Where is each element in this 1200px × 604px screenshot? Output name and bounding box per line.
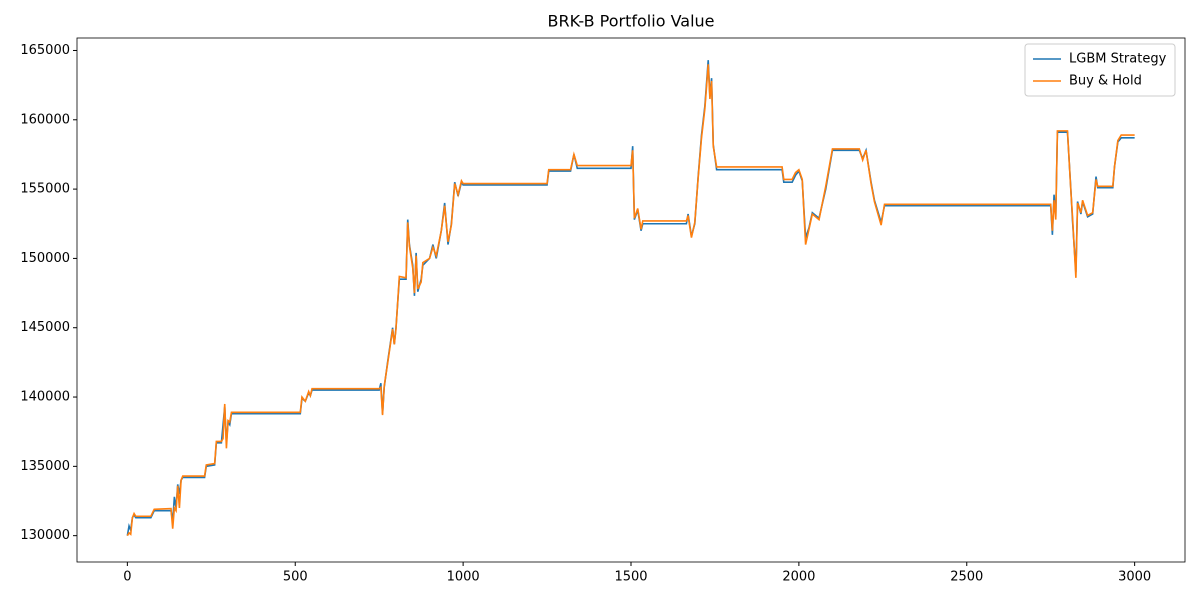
y-tick-label: 155000 [20, 182, 70, 197]
x-tick-label: 1500 [614, 570, 647, 585]
chart-title: BRK-B Portfolio Value [547, 12, 714, 31]
x-tick-label: 500 [283, 570, 308, 585]
y-tick-label: 135000 [20, 459, 70, 474]
plot-frame [76, 37, 1186, 563]
x-tick-label: 0 [123, 570, 131, 585]
legend-label: Buy & Hold [1069, 74, 1142, 89]
series-line [126, 60, 1135, 536]
y-tick-label: 145000 [20, 320, 70, 335]
x-tick-label: 2000 [782, 570, 815, 585]
y-tick-label: 160000 [20, 112, 70, 127]
legend-box [1024, 43, 1176, 97]
y-tick-label: 140000 [20, 390, 70, 405]
y-tick-label: 165000 [20, 43, 70, 58]
series-line [126, 64, 1135, 537]
x-tick-label: 1000 [447, 570, 480, 585]
y-tick-label: 130000 [20, 528, 70, 543]
x-tick-label: 2500 [950, 570, 983, 585]
y-tick-label: 150000 [20, 251, 70, 266]
legend-label: LGBM Strategy [1069, 52, 1167, 67]
x-tick-label: 3000 [1118, 570, 1151, 585]
